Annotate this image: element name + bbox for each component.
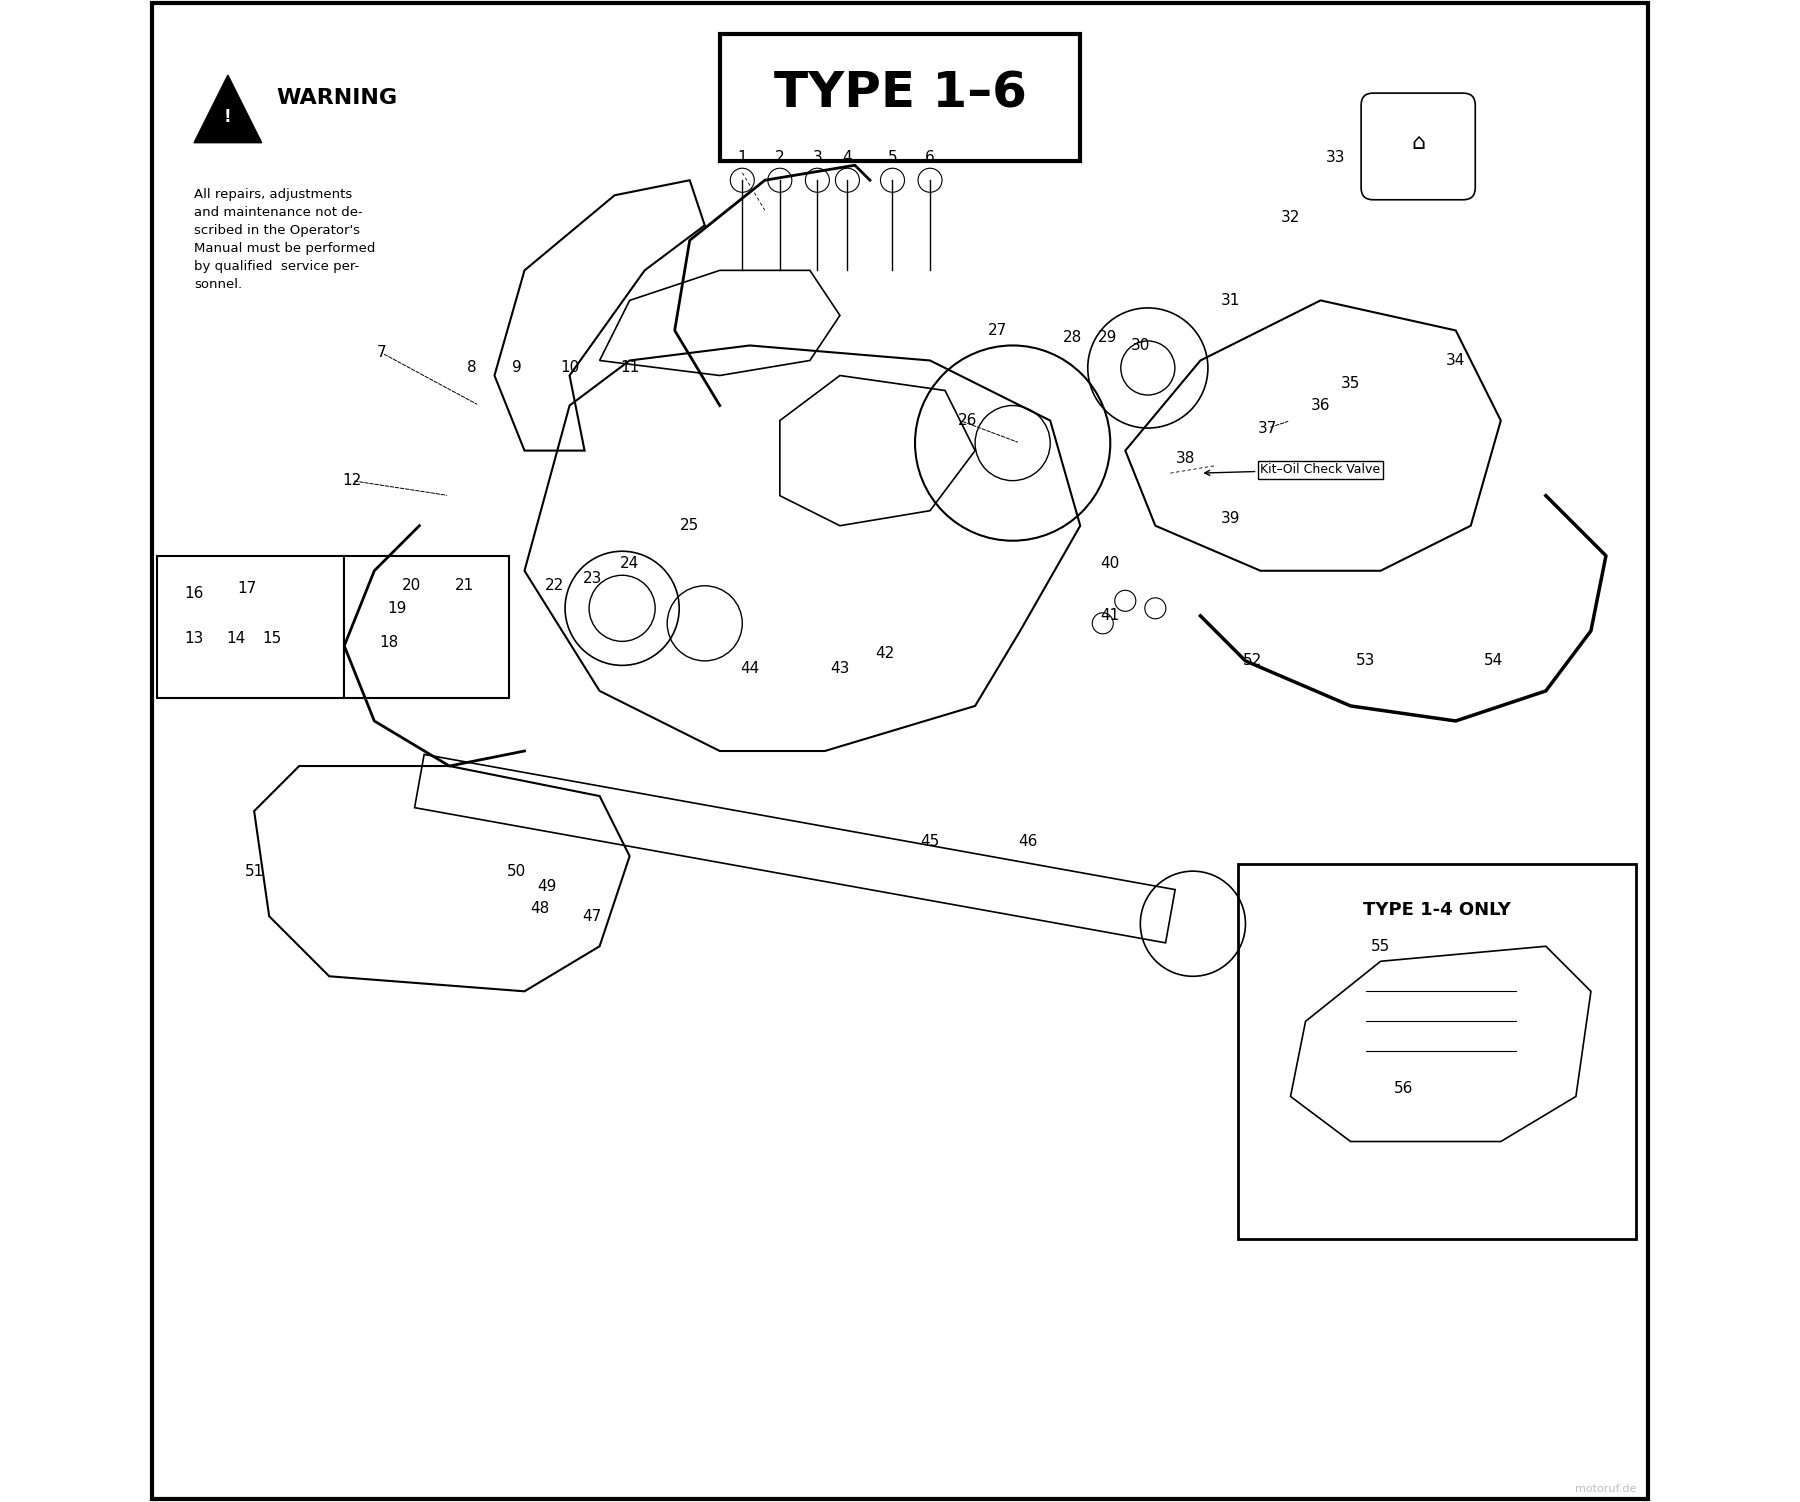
Text: 40: 40 xyxy=(1100,556,1120,571)
Text: Kit–Oil Check Valve: Kit–Oil Check Valve xyxy=(1204,463,1381,476)
FancyBboxPatch shape xyxy=(344,556,509,698)
Text: 51: 51 xyxy=(245,864,265,879)
Circle shape xyxy=(1145,598,1166,619)
Text: 42: 42 xyxy=(875,646,895,661)
Text: 8: 8 xyxy=(468,360,477,376)
Circle shape xyxy=(1114,590,1136,611)
Text: 3: 3 xyxy=(812,150,823,165)
Text: 52: 52 xyxy=(1244,653,1262,668)
Text: 53: 53 xyxy=(1355,653,1375,668)
Text: All repairs, adjustments
and maintenance not de-
scribed in the Operator's
Manua: All repairs, adjustments and maintenance… xyxy=(194,188,376,291)
Text: 54: 54 xyxy=(1483,653,1503,668)
Text: 26: 26 xyxy=(958,413,977,428)
Text: 56: 56 xyxy=(1393,1081,1413,1096)
Text: 18: 18 xyxy=(380,635,400,650)
Text: 17: 17 xyxy=(238,581,256,596)
Text: 50: 50 xyxy=(508,864,527,879)
Circle shape xyxy=(880,168,905,192)
Text: 37: 37 xyxy=(1258,421,1278,436)
Text: 41: 41 xyxy=(1100,608,1120,623)
Text: 14: 14 xyxy=(227,631,247,646)
Text: 5: 5 xyxy=(887,150,898,165)
Text: 10: 10 xyxy=(560,360,580,376)
Text: 49: 49 xyxy=(538,879,556,894)
Text: 2: 2 xyxy=(776,150,785,165)
Text: 48: 48 xyxy=(529,901,549,916)
Circle shape xyxy=(835,168,859,192)
Text: 36: 36 xyxy=(1310,398,1330,413)
Text: 19: 19 xyxy=(387,601,407,616)
Text: 39: 39 xyxy=(1220,511,1240,526)
Text: 33: 33 xyxy=(1327,150,1345,165)
Text: 4: 4 xyxy=(842,150,851,165)
Circle shape xyxy=(731,168,754,192)
Text: TYPE 1-4 ONLY: TYPE 1-4 ONLY xyxy=(1363,901,1510,919)
Circle shape xyxy=(918,168,941,192)
Text: WARNING: WARNING xyxy=(277,87,398,108)
FancyBboxPatch shape xyxy=(1361,93,1476,200)
Text: 32: 32 xyxy=(1282,210,1300,225)
Text: 28: 28 xyxy=(1064,330,1082,345)
Text: ⌂: ⌂ xyxy=(1411,132,1426,153)
Text: 35: 35 xyxy=(1341,376,1361,391)
Text: 30: 30 xyxy=(1130,338,1150,353)
Text: TYPE 1–6: TYPE 1–6 xyxy=(774,69,1026,117)
Text: 13: 13 xyxy=(184,631,203,646)
Text: 29: 29 xyxy=(1098,330,1118,345)
FancyBboxPatch shape xyxy=(1238,864,1636,1239)
Text: 20: 20 xyxy=(401,578,421,593)
Circle shape xyxy=(1093,613,1112,634)
Text: 25: 25 xyxy=(680,518,700,533)
FancyBboxPatch shape xyxy=(157,556,344,698)
Text: 43: 43 xyxy=(830,661,850,676)
Text: 27: 27 xyxy=(988,323,1008,338)
Text: 21: 21 xyxy=(455,578,473,593)
Circle shape xyxy=(805,168,830,192)
Text: motoruf.de: motoruf.de xyxy=(1575,1484,1636,1494)
Text: 16: 16 xyxy=(184,586,203,601)
Text: 1: 1 xyxy=(738,150,747,165)
Text: 31: 31 xyxy=(1220,293,1240,308)
Text: 34: 34 xyxy=(1445,353,1465,368)
Text: 15: 15 xyxy=(263,631,283,646)
Circle shape xyxy=(769,168,792,192)
FancyBboxPatch shape xyxy=(720,33,1080,161)
Text: 22: 22 xyxy=(545,578,563,593)
Text: 24: 24 xyxy=(619,556,639,571)
Text: 44: 44 xyxy=(740,661,760,676)
Text: 46: 46 xyxy=(1019,834,1037,849)
Text: 7: 7 xyxy=(376,345,387,360)
Text: 38: 38 xyxy=(1175,451,1195,466)
Text: 47: 47 xyxy=(583,909,601,924)
Text: 23: 23 xyxy=(583,571,601,586)
Text: 9: 9 xyxy=(513,360,522,376)
Text: 11: 11 xyxy=(619,360,639,376)
Text: !: ! xyxy=(223,108,232,126)
Text: 6: 6 xyxy=(925,150,934,165)
Text: 45: 45 xyxy=(920,834,940,849)
Text: 55: 55 xyxy=(1372,939,1390,954)
Polygon shape xyxy=(194,75,261,143)
Text: 12: 12 xyxy=(342,473,362,488)
